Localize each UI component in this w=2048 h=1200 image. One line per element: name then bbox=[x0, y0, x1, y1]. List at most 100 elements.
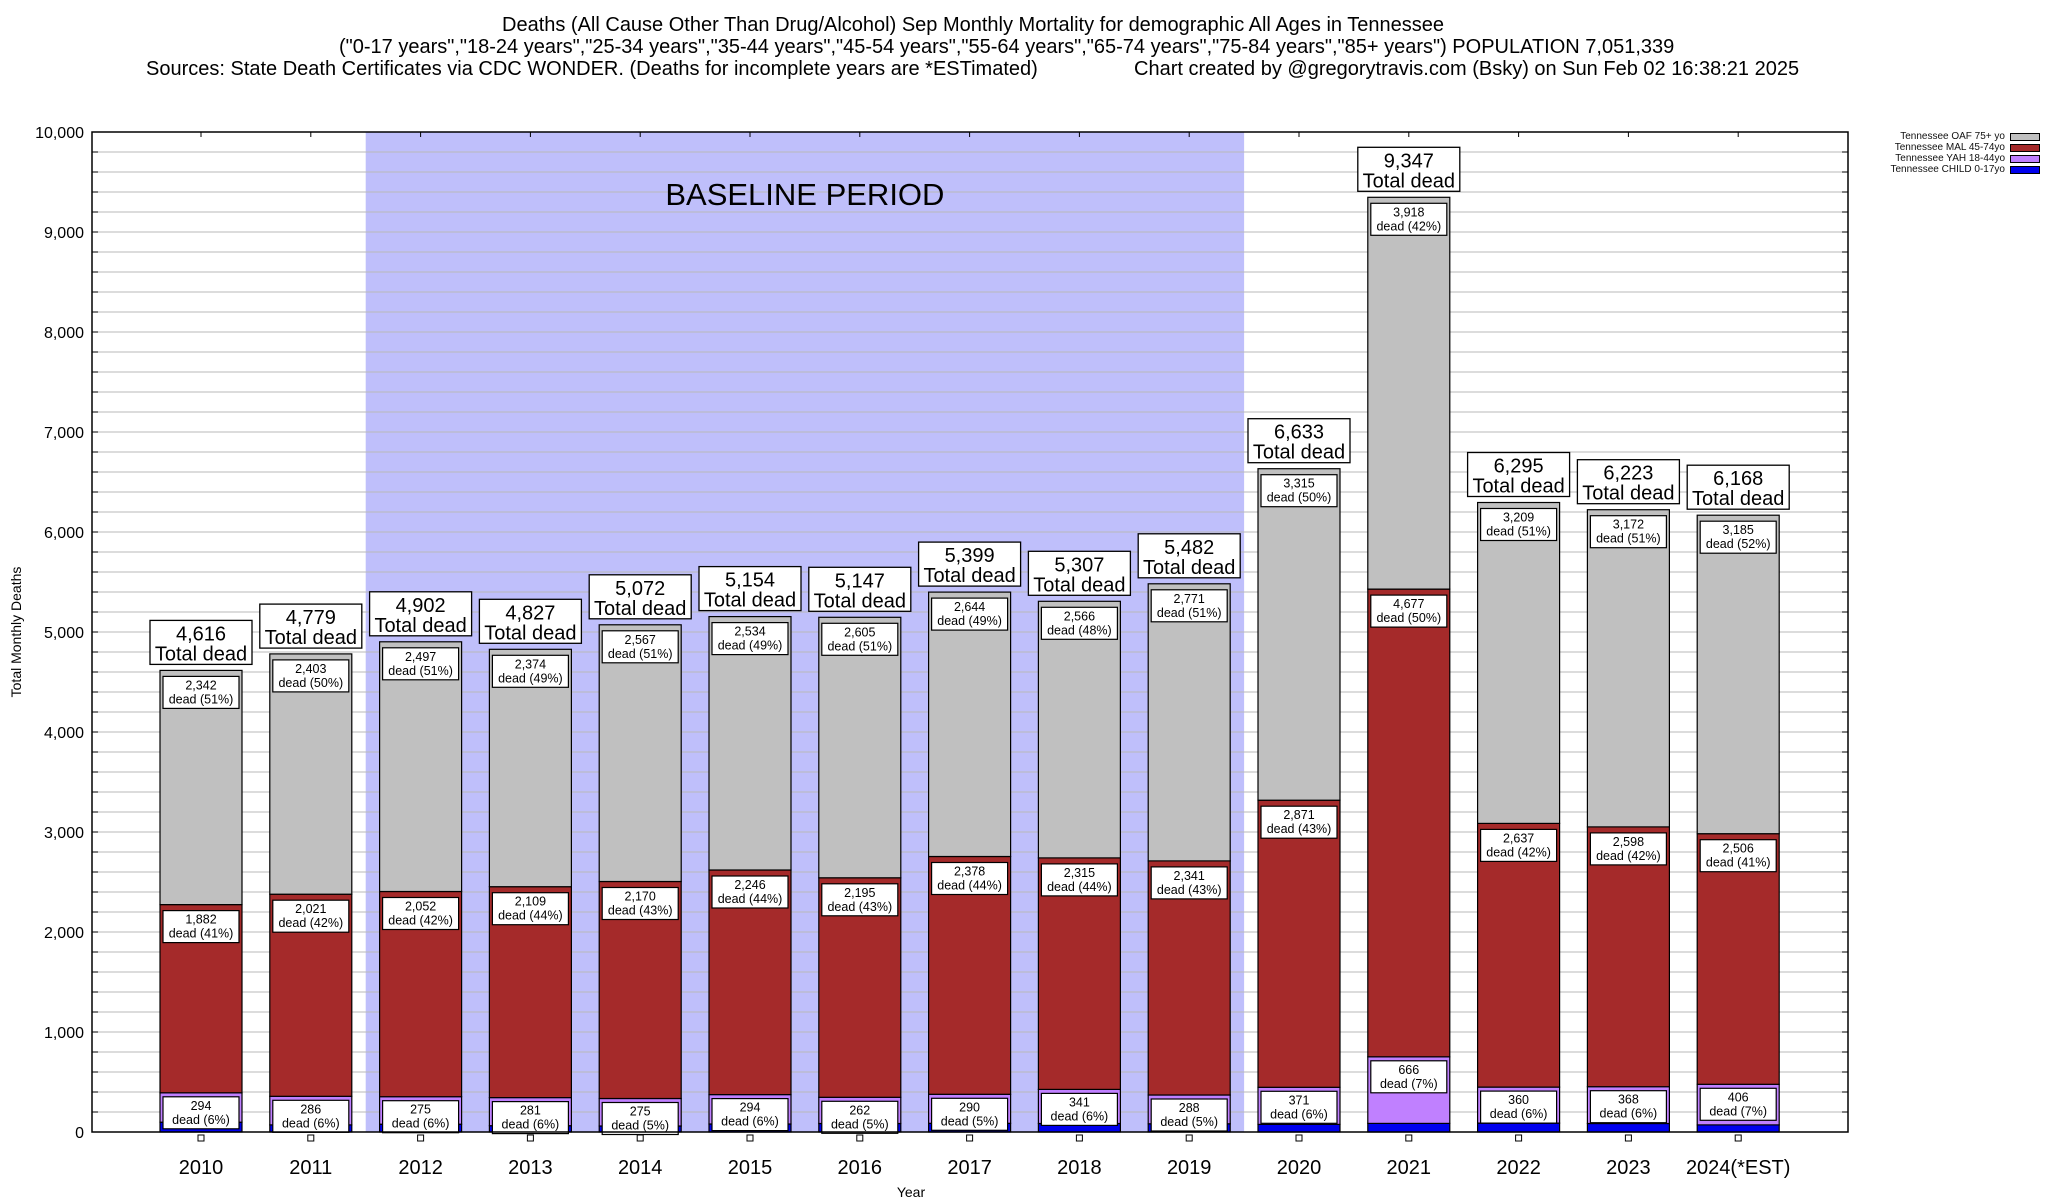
segment-label-box bbox=[1699, 520, 1777, 554]
segment-label-value: 666 bbox=[1398, 1063, 1419, 1077]
segment-label-box bbox=[1589, 1090, 1668, 1124]
total-label-box bbox=[478, 598, 583, 644]
total-label-box bbox=[698, 565, 802, 612]
segment-label-percent: dead (43%) bbox=[1157, 883, 1222, 897]
x-tick-label: 2010 bbox=[179, 1157, 224, 1179]
segment-label-value: 281 bbox=[520, 1104, 541, 1118]
segment-label-percent: dead (44%) bbox=[498, 909, 563, 923]
segment-label-box bbox=[1370, 594, 1448, 628]
y-tick-label: 3,000 bbox=[44, 825, 84, 842]
y-tick-label: 5,000 bbox=[44, 625, 84, 642]
segment-label-value: 406 bbox=[1728, 1090, 1749, 1104]
y-tick-label: 1,000 bbox=[44, 1025, 84, 1042]
segment-label-percent: dead (42%) bbox=[1486, 845, 1551, 859]
total-label-suffix: Total dead bbox=[1033, 574, 1125, 596]
segment-label-value: 2,315 bbox=[1064, 866, 1095, 880]
x-tick-label: 2014 bbox=[618, 1157, 663, 1179]
segment-label-box bbox=[930, 1097, 1009, 1131]
total-label-suffix: Total dead bbox=[1363, 170, 1455, 192]
total-label-value: 5,147 bbox=[835, 570, 885, 592]
legend-swatch bbox=[2010, 132, 2040, 141]
total-label-value: 5,072 bbox=[615, 578, 665, 600]
segment-label-box bbox=[1589, 515, 1668, 549]
segment-label-percent: dead (43%) bbox=[608, 904, 673, 918]
segment-label-percent: dead (6%) bbox=[1490, 1107, 1548, 1121]
segment-label-box bbox=[711, 621, 789, 656]
segment-label-value: 2,637 bbox=[1503, 831, 1534, 845]
legend-item: Tennessee OAF 75+ yo bbox=[1860, 131, 2040, 142]
segment-label-box bbox=[382, 647, 460, 681]
segment-label-percent: dead (49%) bbox=[498, 671, 563, 685]
category-marker bbox=[1295, 1134, 1303, 1142]
segment-label-value: 2,566 bbox=[1064, 609, 1095, 623]
segment-label-box bbox=[272, 899, 350, 933]
total-label-value: 6,168 bbox=[1713, 468, 1763, 490]
bar-segment-child bbox=[1696, 1124, 1780, 1133]
segment-label-value: 294 bbox=[191, 1099, 212, 1113]
segment-label-percent: dead (44%) bbox=[718, 892, 783, 906]
segment-label-percent: dead (5%) bbox=[611, 1119, 669, 1133]
segment-label-percent: dead (7%) bbox=[1709, 1104, 1767, 1118]
total-label-suffix: Total dead bbox=[814, 590, 906, 612]
legend-label: Tennessee OAF 75+ yo bbox=[1900, 131, 2005, 142]
segment-label-value: 262 bbox=[849, 1103, 870, 1117]
total-label-value: 5,307 bbox=[1054, 554, 1104, 576]
bar-segment-child bbox=[1257, 1123, 1341, 1133]
legend-item: Tennessee YAH 18-44yo bbox=[1860, 153, 2040, 164]
segment-label-percent: dead (6%) bbox=[1051, 1109, 1109, 1123]
total-label-box bbox=[1466, 451, 1571, 498]
bar-segment-oaf bbox=[1696, 514, 1780, 835]
bar-segment-oaf bbox=[1147, 583, 1231, 862]
segment-label-box bbox=[930, 597, 1009, 631]
bar-segment-child bbox=[1586, 1122, 1671, 1133]
segment-label-percent: dead (50%) bbox=[1376, 611, 1441, 625]
x-tick-label: 2011 bbox=[289, 1157, 332, 1179]
total-label-suffix: Total dead bbox=[704, 590, 796, 612]
segment-label-box bbox=[162, 675, 240, 710]
chart-legend: Tennessee OAF 75+ yo Tennessee MAL 45-74y… bbox=[1860, 131, 2040, 175]
category-marker bbox=[1185, 1134, 1193, 1142]
category-marker bbox=[526, 1134, 534, 1142]
segment-label-box bbox=[1699, 1087, 1777, 1121]
chart-sources: Sources: State Death Certificates via CD… bbox=[146, 58, 1038, 80]
bar-segment-oaf bbox=[379, 641, 463, 893]
bar-segment-oaf bbox=[598, 624, 682, 883]
legend-label: Tennessee CHILD 0-17yo bbox=[1890, 164, 2005, 175]
segment-label-box bbox=[491, 892, 569, 926]
legend-swatch bbox=[2010, 154, 2040, 163]
bar-segment-oaf bbox=[159, 669, 243, 906]
segment-label-percent: dead (6%) bbox=[282, 1116, 340, 1130]
segment-label-value: 2,605 bbox=[844, 625, 875, 639]
segment-label-value: 2,109 bbox=[515, 895, 546, 909]
segment-label-value: 2,374 bbox=[515, 657, 546, 671]
segment-label-percent: dead (6%) bbox=[1600, 1107, 1658, 1121]
segment-label-value: 3,918 bbox=[1393, 205, 1424, 219]
segment-label-box bbox=[930, 861, 1009, 896]
segment-label-percent: dead (51%) bbox=[608, 647, 673, 661]
segment-label-box bbox=[382, 896, 460, 931]
y-tick-label: 8,000 bbox=[44, 325, 84, 342]
legend-swatch bbox=[2010, 165, 2040, 174]
bar-segment-mal bbox=[1257, 799, 1341, 1088]
bar-segment-mal bbox=[1476, 822, 1561, 1088]
total-label-suffix: Total dead bbox=[1253, 442, 1345, 464]
segment-label-percent: dead (50%) bbox=[278, 676, 343, 690]
segment-label-percent: dead (42%) bbox=[1376, 219, 1441, 233]
segment-label-value: 2,378 bbox=[954, 865, 985, 879]
segment-label-value: 2,871 bbox=[1283, 808, 1314, 822]
bar-segment-child bbox=[1367, 1122, 1451, 1133]
segment-label-percent: dead (6%) bbox=[392, 1117, 450, 1131]
segment-label-percent: dead (50%) bbox=[1267, 491, 1332, 505]
segment-label-value: 1,882 bbox=[185, 913, 216, 927]
segment-label-percent: dead (51%) bbox=[827, 639, 892, 653]
segment-label-value: 2,021 bbox=[295, 902, 326, 916]
segment-label-value: 3,209 bbox=[1503, 511, 1534, 525]
x-tick-label: 2023 bbox=[1606, 1157, 1651, 1179]
segment-label-value: 290 bbox=[959, 1100, 980, 1114]
